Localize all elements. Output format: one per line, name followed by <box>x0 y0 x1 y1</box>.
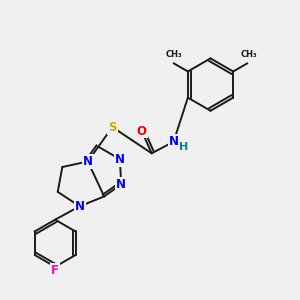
Text: CH₃: CH₃ <box>241 50 257 59</box>
Text: F: F <box>51 264 59 277</box>
Text: N: N <box>83 155 93 168</box>
Text: H: H <box>179 142 189 152</box>
Text: N: N <box>116 178 126 191</box>
Text: N: N <box>169 135 178 148</box>
Text: N: N <box>115 153 125 166</box>
Text: S: S <box>108 121 117 134</box>
Text: CH₃: CH₃ <box>165 50 182 59</box>
Text: N: N <box>75 200 85 213</box>
Text: O: O <box>137 124 147 137</box>
